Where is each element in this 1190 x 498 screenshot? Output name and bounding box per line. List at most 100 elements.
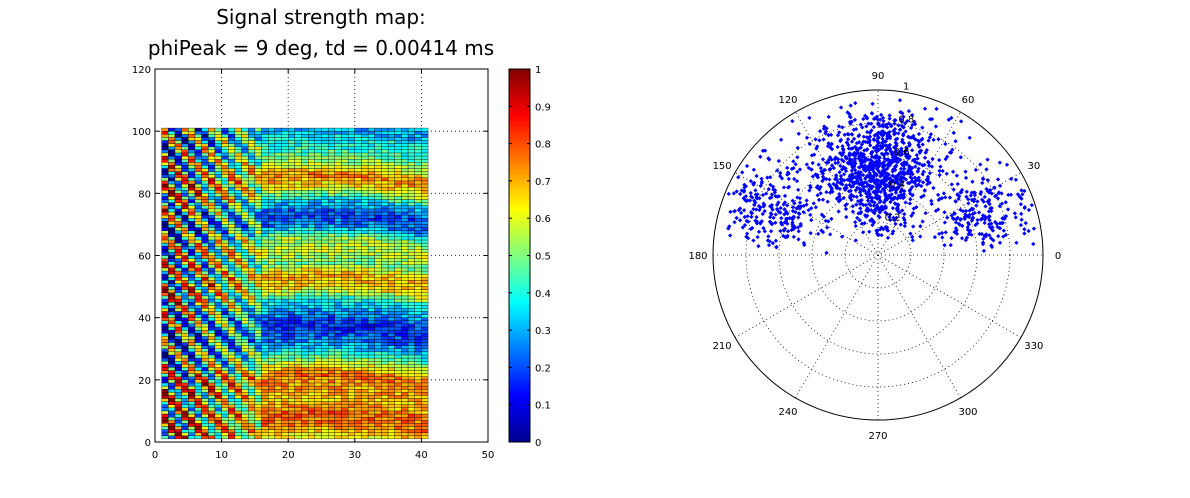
heatmap-cell xyxy=(281,202,289,206)
heatmap-cell xyxy=(228,183,236,188)
heatmap-cell xyxy=(221,339,229,343)
heatmap-cell xyxy=(341,426,349,430)
heatmap-cell xyxy=(334,186,342,191)
heatmap-cell xyxy=(274,211,282,216)
heatmap-cell xyxy=(188,190,196,194)
polar-point xyxy=(841,172,847,177)
heatmap-cell xyxy=(401,258,409,262)
polar-point xyxy=(836,160,841,165)
heatmap-cell xyxy=(188,130,196,135)
heatmap-cell xyxy=(387,308,395,312)
heatmap-cell xyxy=(228,361,236,365)
heatmap-cell xyxy=(254,246,262,250)
heatmap-cell xyxy=(161,143,169,147)
heatmap-cell xyxy=(221,233,229,238)
heatmap-cell xyxy=(401,357,409,362)
heatmap-cell xyxy=(228,158,236,163)
polar-point xyxy=(936,137,941,142)
heatmap-cell xyxy=(261,317,269,321)
heatmap-cell xyxy=(401,388,409,393)
heatmap-cell xyxy=(188,379,196,384)
heatmap-cell xyxy=(421,171,429,175)
heatmap-cell xyxy=(314,130,322,135)
heatmap-cell xyxy=(288,435,296,440)
heatmap-cell xyxy=(367,137,375,141)
heatmap-cell xyxy=(374,382,382,387)
heatmap-cell xyxy=(261,339,269,343)
heatmap-cell xyxy=(241,426,249,430)
heatmap-cell xyxy=(234,193,242,197)
heatmap-cell xyxy=(354,382,362,387)
heatmap-cell xyxy=(181,351,189,356)
heatmap-cell xyxy=(327,277,335,281)
heatmap-cell xyxy=(281,267,289,272)
polar-point xyxy=(807,115,812,121)
heatmap-cell xyxy=(194,183,202,188)
heatmap-cell xyxy=(421,336,429,340)
polar-point xyxy=(850,152,855,157)
heatmap-cell xyxy=(221,158,229,163)
heatmap-cell xyxy=(248,252,256,256)
heatmap-cell xyxy=(268,277,276,281)
heatmap-cell xyxy=(261,289,269,293)
heatmap-cell xyxy=(181,361,189,365)
heatmap-cell xyxy=(321,289,329,293)
heatmap-cell xyxy=(394,367,402,371)
heatmap-cell xyxy=(401,239,409,244)
heatmap-cell xyxy=(308,236,316,241)
heatmap-cell xyxy=(168,298,176,303)
heatmap-cell xyxy=(301,252,309,256)
heatmap-cell xyxy=(241,373,249,377)
heatmap-cell xyxy=(161,404,169,408)
heatmap-cell xyxy=(314,401,322,405)
polar-point xyxy=(927,135,932,140)
heatmap-cell xyxy=(374,320,382,325)
polar-point xyxy=(874,177,879,183)
heatmap-cell xyxy=(201,233,209,238)
heatmap-cell xyxy=(228,426,236,430)
polar-point xyxy=(910,184,915,190)
heatmap-cell xyxy=(168,323,176,328)
heatmap-cell xyxy=(208,252,216,256)
heatmap-cell xyxy=(407,388,415,393)
heatmap-cell xyxy=(161,376,169,381)
heatmap-cell xyxy=(294,320,302,325)
heatmap-cell xyxy=(254,146,262,150)
heatmap-cell xyxy=(407,190,415,194)
heatmap-cell xyxy=(347,295,355,300)
heatmap-cell xyxy=(181,420,189,424)
heatmap-cell xyxy=(301,239,309,244)
heatmap-cell xyxy=(188,267,196,272)
heatmap-cell xyxy=(394,155,402,160)
heatmap-cell xyxy=(354,273,362,278)
heatmap-cell xyxy=(241,395,249,399)
heatmap-cell xyxy=(308,171,316,175)
heatmap-cell xyxy=(248,429,256,433)
polar-point xyxy=(876,147,881,153)
heatmap-cell xyxy=(381,208,389,213)
heatmap-cell xyxy=(241,357,249,362)
heatmap-cell xyxy=(314,196,322,200)
heatmap-cell xyxy=(414,395,422,399)
heatmap-cell xyxy=(327,432,335,436)
heatmap-cell xyxy=(294,233,302,238)
heatmap-cell xyxy=(421,398,429,402)
heatmap-cell xyxy=(394,283,402,287)
heatmap-cell xyxy=(241,252,249,256)
heatmap-cell xyxy=(394,149,402,154)
heatmap-cell xyxy=(347,314,355,318)
heatmap-cell xyxy=(161,264,169,269)
heatmap-cell xyxy=(381,140,389,144)
heatmap-cell xyxy=(381,376,389,381)
heatmap-cell xyxy=(208,152,216,157)
heatmap-cell xyxy=(341,152,349,157)
heatmap-cell xyxy=(174,345,182,349)
heatmap-cell xyxy=(387,264,395,269)
heatmap-cell xyxy=(347,242,355,247)
heatmap-cell xyxy=(161,174,169,178)
heatmap-cell xyxy=(228,180,236,185)
heatmap-cell xyxy=(308,435,316,440)
heatmap-cell xyxy=(194,134,202,138)
heatmap-cell xyxy=(314,180,322,185)
heatmap-cell xyxy=(327,308,335,312)
